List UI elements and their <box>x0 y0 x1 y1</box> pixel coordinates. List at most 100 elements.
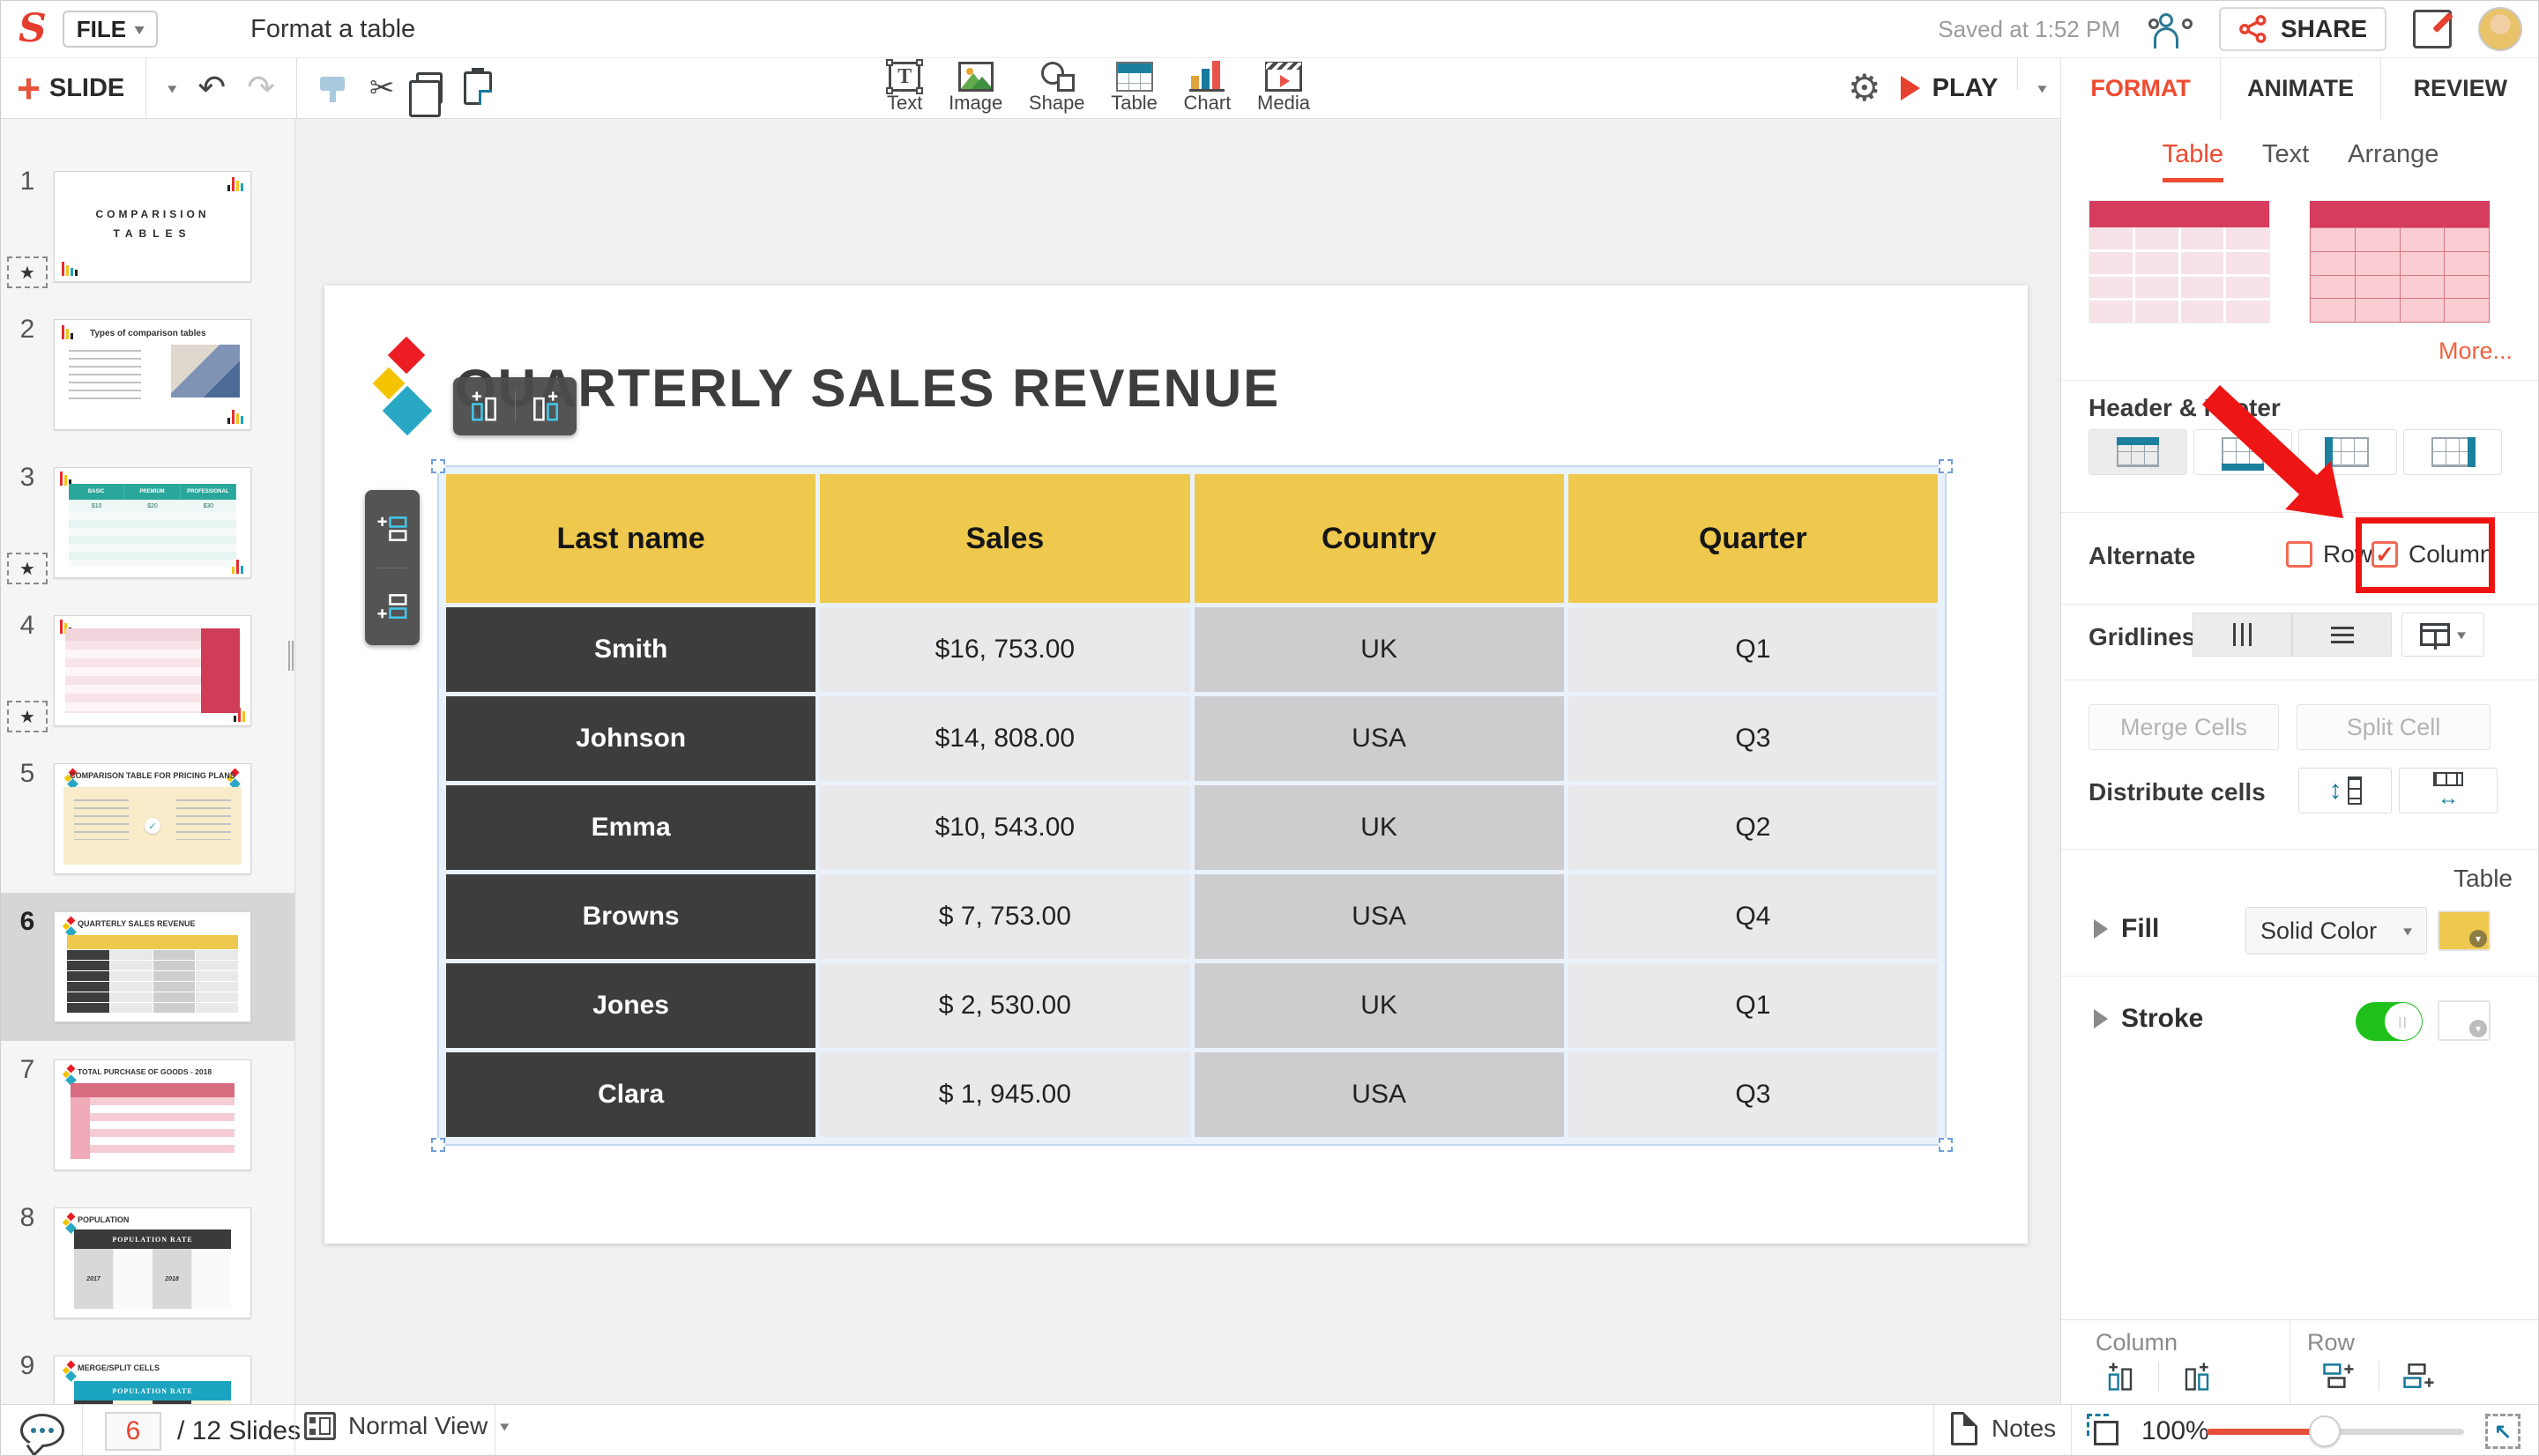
play-options-chevron-icon[interactable]: ▾ <box>2037 80 2047 97</box>
slide-thumbnail-8[interactable]: 8 POPULATION POPULATION RATE 2017 2018 <box>1 1189 294 1337</box>
comments-icon[interactable] <box>20 1414 64 1447</box>
table-cell[interactable]: $ 1, 945.00 <box>820 1052 1190 1137</box>
notes-button[interactable]: Notes <box>1951 1412 2056 1445</box>
resize-handle[interactable] <box>431 1138 445 1152</box>
stroke-color-swatch[interactable]: ▾ <box>2438 1000 2491 1041</box>
file-menu-button[interactable]: FILE ▾ <box>62 11 159 48</box>
transition-star-icon[interactable]: ★ <box>7 256 48 288</box>
table-cell[interactable]: Johnson <box>446 696 816 781</box>
view-selector[interactable]: Normal View ▾ <box>304 1412 509 1440</box>
vertical-gridlines-button[interactable] <box>2193 613 2292 657</box>
tab-format[interactable]: FORMAT <box>2060 58 2220 119</box>
zoom-slider[interactable] <box>2207 1415 2464 1447</box>
first-column-style-button[interactable] <box>2298 429 2397 475</box>
slide-layout-chevron-icon[interactable]: ▾ <box>168 80 177 97</box>
last-column-style-button[interactable] <box>2403 429 2502 475</box>
distribute-rows-button[interactable]: ↕ <box>2298 768 2392 813</box>
cut-icon[interactable]: ✂ <box>369 71 395 105</box>
insert-column-after-icon[interactable] <box>530 390 562 423</box>
table-cell[interactable]: $10, 543.00 <box>820 785 1190 870</box>
table-cell[interactable]: $ 2, 530.00 <box>820 963 1190 1048</box>
table-cell[interactable]: Q3 <box>1567 696 1938 781</box>
format-tab-arrange[interactable]: Arrange <box>2348 140 2439 168</box>
table-cell[interactable]: $ 7, 753.00 <box>820 874 1190 959</box>
slide-thumbnail-5[interactable]: 5 COMPARISON TABLE FOR PRICING PLANS ✓ <box>1 745 294 893</box>
thumbnail-preview[interactable]: TOTAL PURCHASE OF GOODS - 2018 <box>54 1059 251 1170</box>
table-cell[interactable]: USA <box>1194 1052 1564 1137</box>
insert-chart-button[interactable]: Chart <box>1184 61 1231 115</box>
table-cell[interactable]: Browns <box>446 874 816 959</box>
add-slide-button[interactable]: + SLIDE <box>17 68 124 108</box>
alternate-column-checkbox[interactable]: Column <box>2371 540 2493 568</box>
transition-star-icon[interactable]: ★ <box>7 701 48 732</box>
slideshow-settings-gear-icon[interactable]: ⚙ <box>1848 67 1881 108</box>
fill-type-select[interactable]: Solid Color ▾ <box>2245 907 2427 955</box>
table-cell[interactable]: Q1 <box>1567 607 1938 692</box>
table-cell[interactable]: UK <box>1194 785 1564 870</box>
insert-image-button[interactable]: Image <box>949 62 1002 115</box>
table-cell[interactable]: USA <box>1194 874 1564 959</box>
document-title[interactable]: Format a table <box>250 14 416 43</box>
table-style-option-1[interactable] <box>2089 200 2270 323</box>
format-tab-text[interactable]: Text <box>2261 140 2310 168</box>
fit-slide-icon[interactable] <box>2087 1414 2120 1447</box>
insert-shape-button[interactable]: Shape <box>1029 62 1085 115</box>
slide-editor[interactable]: QUARTERLY SALES REVENUE Last nam <box>324 286 2028 1244</box>
insert-table-button[interactable]: Table <box>1111 62 1158 115</box>
feedback-compose-icon[interactable] <box>2413 10 2453 48</box>
panel-resize-handle[interactable] <box>288 641 294 671</box>
slide-thumbnail-1[interactable]: 1 ★ COMPARISION TABLES <box>1 152 294 301</box>
thumbnail-preview[interactable]: Types of comparison tables <box>54 319 251 430</box>
thumbnail-preview[interactable]: COMPARISON TABLE FOR PRICING PLANS ✓ <box>54 763 251 874</box>
stroke-expand-triangle-icon[interactable] <box>2094 1009 2108 1029</box>
thumbnail-preview[interactable]: COMPARISION TABLES <box>54 171 251 282</box>
thumbnail-preview[interactable]: POPULATION POPULATION RATE 2017 2018 <box>54 1207 251 1319</box>
undo-button[interactable]: ↶ <box>197 70 227 107</box>
slide-thumbnail-4[interactable]: 4 ★ <box>1 597 294 745</box>
table-cell[interactable]: Q3 <box>1567 1052 1938 1137</box>
insert-media-button[interactable]: Media <box>1257 62 1310 115</box>
table-header-cell[interactable]: Quarter <box>1567 474 1938 603</box>
table-cell[interactable]: $14, 808.00 <box>820 696 1190 781</box>
resize-handle[interactable] <box>1939 459 1953 473</box>
user-avatar[interactable] <box>2478 7 2522 51</box>
table-cell[interactable]: Q2 <box>1567 785 1938 870</box>
table-style-option-2[interactable] <box>2309 200 2491 323</box>
fit-to-window-icon[interactable]: ↖ <box>2485 1414 2520 1449</box>
thumbnail-preview[interactable]: MERGE/SPLIT CELLS POPULATION RATE 2017 2… <box>54 1356 251 1404</box>
horizontal-gridlines-button[interactable] <box>2292 613 2392 657</box>
slide-thumbnail-3[interactable]: 3 ★ BASIC PREMIUM PROFESSIONAL $10 $20 $… <box>1 449 294 597</box>
slide-thumbnail-9[interactable]: 9 MERGE/SPLIT CELLS POPULATION RATE 2017… <box>1 1337 294 1404</box>
table-cell[interactable]: UK <box>1194 963 1564 1048</box>
table-cell[interactable]: $16, 753.00 <box>820 607 1190 692</box>
more-styles-link[interactable]: More... <box>2438 338 2513 364</box>
share-button[interactable]: SHARE <box>2218 7 2386 51</box>
slide-thumbnail-6-selected[interactable]: 6 QUARTERLY SALES REVENUE <box>1 893 294 1041</box>
table-header-cell[interactable]: Last name <box>446 474 816 603</box>
format-tab-table[interactable]: Table <box>2162 140 2223 182</box>
table-selection-frame[interactable]: Last name Sales Country Quarter Smith $1… <box>431 459 1953 1152</box>
zoom-slider-thumb[interactable] <box>2309 1415 2342 1447</box>
insert-row-below-icon[interactable] <box>376 591 409 622</box>
table-cell[interactable]: Jones <box>446 963 816 1048</box>
resize-handle[interactable] <box>1939 1138 1953 1152</box>
format-painter-icon[interactable] <box>318 73 348 103</box>
header-row-style-button[interactable] <box>2089 429 2187 475</box>
play-button[interactable]: PLAY <box>1900 74 1998 103</box>
table-cell[interactable]: Q4 <box>1567 874 1938 959</box>
distribute-columns-button[interactable]: ↔ <box>2399 768 2498 813</box>
merge-cells-button[interactable]: Merge Cells <box>2089 704 2279 750</box>
table-cell[interactable]: UK <box>1194 607 1564 692</box>
alternate-row-checkbox[interactable]: Row <box>2286 540 2372 568</box>
copy-icon[interactable] <box>408 72 443 117</box>
fill-color-swatch[interactable]: ▾ <box>2438 910 2491 951</box>
stroke-toggle-on[interactable]: || <box>2356 1002 2423 1041</box>
table-cell[interactable]: Emma <box>446 785 816 870</box>
insert-row-below-button[interactable] <box>2402 1361 2436 1391</box>
insert-column-after-button[interactable] <box>2182 1361 2212 1393</box>
slide-title[interactable]: QUARTERLY SALES REVENUE <box>455 359 1281 418</box>
table-header-cell[interactable]: Country <box>1194 474 1564 603</box>
insert-row-above-icon[interactable] <box>376 513 409 545</box>
table-cell[interactable]: USA <box>1194 696 1564 781</box>
slide-number-input[interactable]: 6 <box>105 1412 161 1451</box>
